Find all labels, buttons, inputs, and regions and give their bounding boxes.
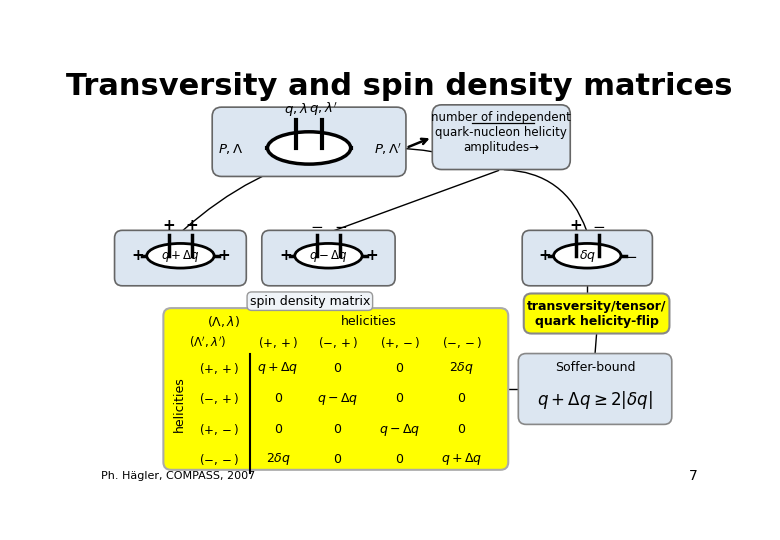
Text: $P, \Lambda$: $P, \Lambda$ (218, 143, 243, 157)
Text: helicities: helicities (341, 315, 396, 328)
Text: $2\delta q$: $2\delta q$ (265, 451, 291, 467)
Text: $-$: $-$ (310, 218, 324, 233)
FancyBboxPatch shape (212, 107, 406, 177)
FancyBboxPatch shape (522, 231, 652, 286)
Text: Soffer-bound: Soffer-bound (555, 361, 635, 374)
Ellipse shape (268, 132, 351, 164)
Text: $q, \lambda'$: $q, \lambda'$ (309, 100, 338, 118)
FancyBboxPatch shape (432, 105, 570, 170)
Text: +: + (162, 218, 176, 233)
Text: $0$: $0$ (274, 423, 282, 436)
Ellipse shape (147, 244, 214, 268)
Ellipse shape (554, 244, 621, 268)
FancyBboxPatch shape (163, 308, 509, 470)
Text: $q - \Delta q$: $q - \Delta q$ (317, 391, 358, 407)
Text: +: + (569, 218, 582, 233)
Text: $0$: $0$ (395, 393, 404, 406)
Text: $(+,+)$: $(+,+)$ (258, 334, 298, 349)
Text: $0$: $0$ (457, 423, 466, 436)
FancyBboxPatch shape (247, 292, 373, 310)
FancyBboxPatch shape (262, 231, 395, 286)
Text: helicities: helicities (172, 376, 186, 432)
Text: $(+,-)$: $(+,-)$ (380, 334, 420, 349)
FancyBboxPatch shape (523, 294, 669, 334)
Text: $(+,+)$: $(+,+)$ (199, 361, 239, 376)
Text: $q - \Delta q$: $q - \Delta q$ (379, 422, 420, 438)
Text: $-$: $-$ (334, 218, 346, 233)
Text: Ph. Hägler, COMPASS, 2007: Ph. Hägler, COMPASS, 2007 (101, 471, 256, 481)
Text: 7: 7 (690, 469, 698, 483)
Text: +: + (217, 248, 230, 264)
Text: $2\delta q$: $2\delta q$ (449, 360, 474, 376)
Text: $(-,-)$: $(-,-)$ (441, 334, 482, 349)
Text: $q + \Delta q$: $q + \Delta q$ (257, 360, 299, 376)
Text: +: + (538, 248, 551, 264)
Text: $(-,-)$: $(-,-)$ (199, 451, 239, 467)
Text: $(\Lambda, \lambda)$: $(\Lambda, \lambda)$ (207, 314, 240, 329)
Text: $(\Lambda', \lambda')$: $(\Lambda', \lambda')$ (189, 334, 226, 350)
Text: $0$: $0$ (395, 453, 404, 465)
Text: $0$: $0$ (274, 393, 282, 406)
Text: +: + (131, 248, 144, 264)
Text: $0$: $0$ (333, 362, 342, 375)
Text: $(-,+)$: $(-,+)$ (317, 334, 358, 349)
FancyBboxPatch shape (519, 354, 672, 424)
Text: $\delta q$: $\delta q$ (579, 248, 596, 264)
Text: $q + \Delta q$: $q + \Delta q$ (441, 451, 482, 467)
Text: $0$: $0$ (333, 423, 342, 436)
Text: +: + (365, 248, 378, 264)
Text: +: + (279, 248, 292, 264)
Text: amplitudes→: amplitudes→ (463, 141, 539, 154)
Text: $-$: $-$ (624, 248, 636, 264)
Text: quark-nucleon helicity: quark-nucleon helicity (435, 126, 567, 139)
Text: +: + (186, 218, 198, 233)
Text: $0$: $0$ (333, 453, 342, 465)
Text: $q - \Delta q$: $q - \Delta q$ (309, 248, 348, 264)
Text: $0$: $0$ (395, 362, 404, 375)
Text: $-$: $-$ (592, 218, 605, 233)
Text: number of independent: number of independent (431, 111, 571, 124)
Text: spin density matrix: spin density matrix (250, 295, 370, 308)
Text: $P, \Lambda'$: $P, \Lambda'$ (374, 141, 402, 157)
Ellipse shape (295, 244, 362, 268)
Text: Transversity and spin density matrices: Transversity and spin density matrices (66, 72, 733, 101)
Text: $q + \Delta q \geq 2|\delta q|$: $q + \Delta q \geq 2|\delta q|$ (537, 389, 653, 411)
Text: $q + \Delta q$: $q + \Delta q$ (161, 248, 200, 264)
Text: transversity/tensor/
quark helicity-flip: transversity/tensor/ quark helicity-flip (526, 300, 666, 327)
Text: $q, \lambda$: $q, \lambda$ (285, 101, 308, 118)
Text: $(-,+)$: $(-,+)$ (199, 392, 239, 407)
FancyBboxPatch shape (115, 231, 246, 286)
Text: $0$: $0$ (457, 393, 466, 406)
Text: $(+,-)$: $(+,-)$ (199, 422, 239, 437)
